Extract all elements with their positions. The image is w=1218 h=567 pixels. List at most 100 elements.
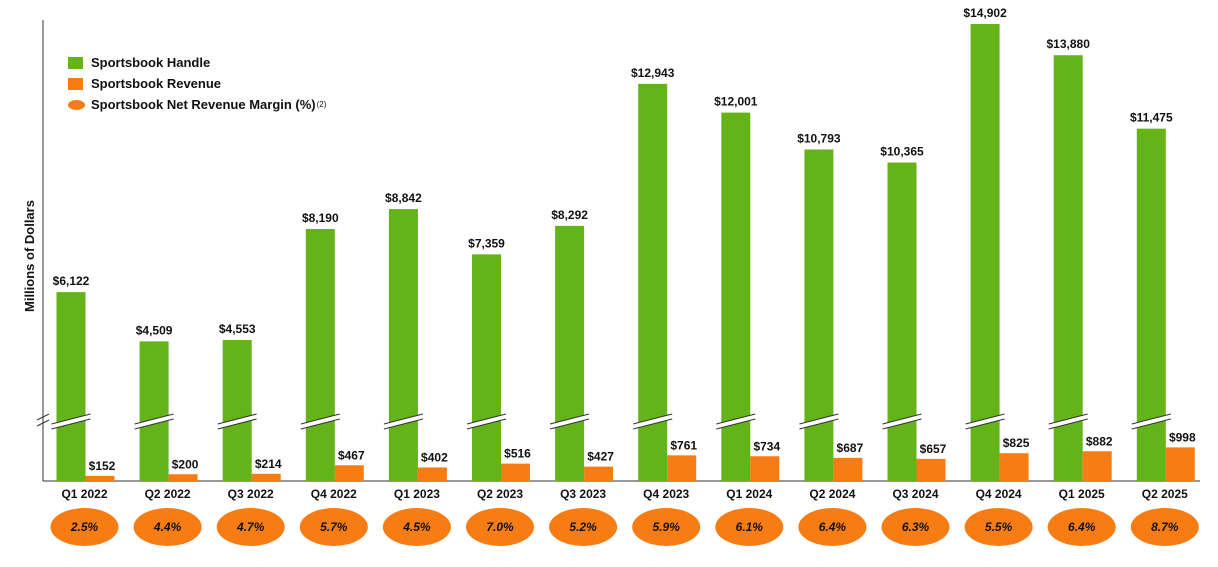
handle-bar: [638, 83, 668, 482]
margin-oval: [382, 508, 451, 546]
x-tick-label: Q2 2024: [809, 487, 855, 501]
revenue-data-label: $825: [1003, 436, 1030, 450]
axis-break-gap: [716, 414, 756, 429]
axis-break-mark: [36, 413, 50, 421]
handle-data-label: $14,902: [963, 6, 1007, 20]
revenue-data-label: $200: [172, 457, 199, 471]
legend-swatch-handle: [68, 56, 83, 69]
revenue-data-label: $152: [89, 459, 116, 473]
margin-data-label: 6.1%: [736, 520, 764, 534]
axis-break-line: [466, 418, 507, 430]
x-tick-label: Q3 2023: [560, 487, 606, 501]
margin-oval: [133, 508, 202, 546]
margin-data-label: 6.3%: [902, 520, 930, 534]
revenue-bar: [750, 456, 780, 481]
x-tick-label: Q2 2022: [145, 487, 191, 501]
axis-break-line: [716, 413, 756, 425]
axis-break-line: [716, 418, 756, 430]
handle-bar: [388, 209, 418, 481]
handle-bar: [555, 225, 585, 481]
margin-data-label: 5.5%: [985, 520, 1013, 534]
legend-swatch-revenue: [68, 77, 83, 90]
axis-break-gap: [383, 414, 423, 429]
handle-bar: [1136, 128, 1166, 481]
margin-oval: [466, 508, 534, 546]
axis-break-gap: [799, 414, 839, 429]
axis-break-line: [217, 418, 257, 430]
revenue-data-label: $657: [920, 442, 947, 456]
x-tick-label: Q4 2024: [976, 487, 1022, 501]
revenue-bar: [417, 467, 447, 481]
revenue-data-label: $467: [338, 448, 365, 462]
handle-data-label: $6,122: [53, 274, 90, 288]
axis-break-gap: [1131, 414, 1171, 429]
x-tick-label: Q2 2025: [1142, 487, 1188, 501]
axis-break-gap: [467, 414, 506, 429]
handle-bar: [472, 254, 501, 481]
margin-oval: [881, 508, 950, 546]
handle-data-label: $11,475: [1130, 111, 1173, 125]
axis-break-line: [882, 418, 922, 430]
x-tick-label: Q1 2024: [726, 487, 772, 501]
axis-break-line: [383, 413, 424, 425]
handle-data-label: $8,842: [385, 191, 422, 205]
legend-label-margin: Sportsbook Net Revenue Margin (%): [91, 97, 316, 112]
axis-break-gap: [134, 414, 174, 429]
x-tick-label: Q4 2023: [643, 487, 689, 501]
handle-bar: [305, 228, 335, 481]
axis-break-line: [1048, 413, 1088, 425]
legend-item-revenue: Sportsbook Revenue: [68, 73, 326, 94]
axis-break-mark: [36, 419, 50, 427]
axis-break-line: [51, 413, 91, 425]
revenue-bar: [251, 473, 281, 481]
margin-data-label: 5.2%: [569, 520, 597, 534]
x-tick-label: Q1 2023: [394, 487, 440, 501]
margin-data-label: 4.5%: [402, 520, 431, 534]
revenue-data-label: $427: [587, 450, 614, 464]
axis-break-line: [300, 413, 340, 425]
handle-data-label: $13,880: [1047, 37, 1091, 51]
y-axis-label: Millions of Dollars: [22, 200, 37, 312]
revenue-bar: [168, 474, 198, 481]
revenue-data-label: $882: [1086, 434, 1113, 448]
margin-data-label: 7.0%: [486, 520, 514, 534]
legend-label-handle: Sportsbook Handle: [91, 55, 211, 70]
chart-bars: [51, 24, 1195, 482]
revenue-data-label: $734: [753, 439, 780, 453]
axis-break-line: [549, 413, 590, 425]
axis-break-line: [1131, 418, 1171, 430]
margin-oval: [798, 508, 867, 546]
margin-oval: [549, 508, 618, 546]
handle-data-label: $12,943: [631, 66, 675, 80]
handle-data-label: $10,365: [880, 145, 924, 159]
revenue-bar: [501, 463, 530, 481]
axis-break-gap: [633, 414, 673, 429]
revenue-bar: [584, 466, 614, 481]
margin-oval: [632, 508, 701, 546]
x-tick-label: Q3 2024: [892, 487, 938, 501]
x-tick-label: Q1 2022: [61, 487, 107, 501]
axis-break-line: [799, 418, 839, 430]
margin-data-label: 2.5%: [70, 520, 99, 534]
revenue-bar: [916, 458, 946, 481]
margin-oval: [1047, 508, 1116, 546]
revenue-bar: [833, 457, 863, 481]
axis-break-gap: [965, 414, 1005, 429]
revenue-data-label: $761: [670, 438, 697, 452]
axis-break-line: [1048, 418, 1088, 430]
handle-data-label: $10,793: [797, 131, 841, 145]
revenue-bar: [85, 475, 115, 481]
handle-bar: [139, 341, 169, 481]
axis-break-line: [965, 418, 1005, 430]
margin-data-label: 8.7%: [1151, 520, 1179, 534]
axis-break-line: [1131, 413, 1171, 425]
handle-bar: [887, 162, 917, 481]
axis-break-line: [799, 413, 839, 425]
legend: Sportsbook Handle Sportsbook Revenue Spo…: [68, 52, 326, 115]
margin-data-label: 5.7%: [320, 520, 348, 534]
revenue-bar: [999, 453, 1029, 481]
axis-break-line: [217, 413, 257, 425]
legend-swatch-margin: [68, 99, 85, 110]
revenue-data-label: $516: [504, 447, 531, 461]
handle-data-label: $8,292: [551, 208, 588, 222]
